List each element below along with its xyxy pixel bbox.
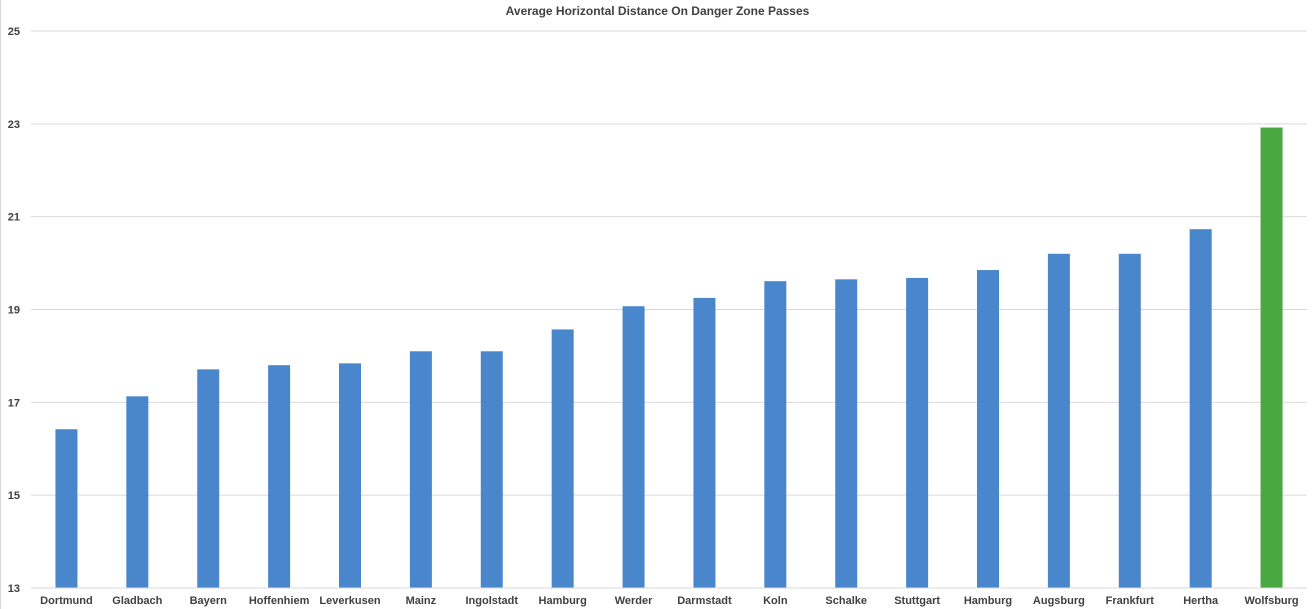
bar-werder: [622, 306, 645, 588]
x-category-label: Darmstadt: [677, 595, 732, 607]
bar-hamburg: [551, 329, 574, 588]
x-category-label: Dortmund: [40, 595, 93, 607]
x-category-label: Stuttgart: [894, 595, 940, 607]
y-tick-label: 23: [8, 119, 20, 131]
bar-gladbach: [126, 396, 149, 588]
x-category-label: Schalke: [825, 595, 867, 607]
x-category-label: Wolfsburg: [1244, 595, 1298, 607]
y-tick-label: 19: [8, 305, 20, 317]
x-category-label: Bayern: [190, 595, 228, 607]
x-category-label: Hertha: [1183, 595, 1219, 607]
bar-dortmund: [55, 429, 78, 588]
y-tick-label: 13: [8, 583, 20, 595]
y-tick-label: 25: [8, 26, 20, 38]
bar-augsburg: [1047, 253, 1070, 589]
x-category-label: Koln: [763, 595, 788, 607]
x-category-label: Frankfurt: [1106, 595, 1155, 607]
x-category-label: Hamburg: [964, 595, 1012, 607]
bar-hoffenhiem: [268, 365, 291, 588]
bar-schalke: [835, 279, 858, 588]
bar-ingolstadt: [480, 351, 503, 588]
x-category-label: Werder: [615, 595, 653, 607]
bar-hamburg: [977, 270, 999, 588]
bar-bayern: [197, 369, 220, 588]
x-category-label: Hamburg: [539, 595, 587, 607]
chart-title: Average Horizontal Distance On Danger Zo…: [505, 4, 810, 18]
bar-hertha: [1189, 229, 1212, 589]
y-tick-label: 17: [8, 397, 20, 409]
y-tick-label: 21: [8, 212, 20, 224]
bar-leverkusen: [339, 363, 361, 588]
bar-frankfurt: [1118, 253, 1141, 589]
bar-darmstadt: [693, 297, 716, 588]
x-category-label: Hoffenhiem: [249, 595, 310, 607]
bar-wolfsburg: [1260, 127, 1283, 589]
x-category-label: Gladbach: [112, 595, 162, 607]
x-category-label: Leverkusen: [319, 595, 380, 607]
bar-stuttgart: [906, 277, 929, 588]
x-category-label: Ingolstadt: [465, 595, 518, 607]
x-category-label: Augsburg: [1033, 595, 1085, 607]
x-category-label: Mainz: [406, 595, 437, 607]
bar-koln: [764, 281, 787, 588]
y-tick-label: 15: [8, 490, 20, 502]
bar-mainz: [409, 351, 432, 588]
